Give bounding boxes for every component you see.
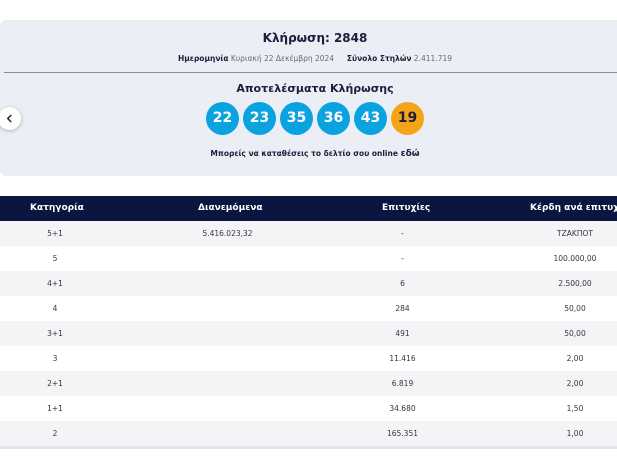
header-winners: Επιτυχίες	[382, 203, 431, 213]
cell-category: 1+1	[47, 404, 63, 413]
cell-category: 3	[52, 354, 58, 363]
previous-draw-button[interactable]	[0, 107, 21, 130]
number-ball: 35	[280, 102, 313, 135]
online-link[interactable]: εδώ	[400, 149, 420, 159]
cell-prize: 100.000,00	[553, 254, 597, 263]
cell-prize: 1,00	[566, 429, 584, 438]
date-value: Κυριακή 22 Δεκέμβρη 2024	[230, 54, 335, 63]
table-row: 3 11.416 2,00	[0, 346, 617, 371]
cell-winners: 284	[395, 304, 410, 313]
bonus-ball: 19	[391, 102, 424, 135]
table-header: Κατηγορία Διανεμόμενα Επιτυχίες Κέρδη αν…	[0, 196, 617, 221]
cell-category: 5	[52, 254, 58, 263]
table-row: 1+1 34.680 1,50	[0, 396, 617, 421]
cell-prize: 1,50	[566, 404, 584, 413]
cell-winners: 6	[400, 279, 405, 288]
chevron-left-icon	[6, 114, 12, 123]
results-title: Αποτελέσματα Κλήρωσης	[236, 82, 394, 95]
cell-distributed: 5.416.023,32	[202, 229, 253, 238]
cell-winners: 6.819	[391, 379, 414, 388]
cell-prize: 2.500,00	[558, 279, 592, 288]
header-category: Κατηγορία	[30, 203, 84, 213]
cell-prize: 50,00	[564, 329, 586, 338]
cell-winners: 165.351	[386, 429, 418, 438]
table-row: 2 165.351 1,00	[0, 421, 617, 446]
cell-distributed	[140, 421, 315, 446]
table-row: 4 284 50,00	[0, 296, 617, 321]
draw-card: Κλήρωση: 2848 Ημερομηνία Κυριακή 22 Δεκέ…	[0, 20, 617, 176]
cell-distributed	[140, 296, 315, 321]
header-distributed: Διανεμόμενα	[198, 203, 263, 213]
date-label: Ημερομηνία	[177, 54, 229, 63]
cell-prize: ΤΖΑΚΠΟΤ	[557, 229, 593, 238]
table-bottom-edge	[0, 446, 617, 449]
cell-winners: 11.416	[389, 354, 416, 363]
draw-title: Κλήρωση: 2848	[262, 31, 368, 45]
cell-prize: 50,00	[564, 304, 586, 313]
online-note: Μπορείς να καταθέσεις το δελτίο σου onli…	[0, 149, 617, 159]
columns-value: 2.411.719	[413, 54, 453, 63]
draw-meta: Ημερομηνία Κυριακή 22 Δεκέμβρη 2024 Σύνο…	[0, 54, 617, 63]
number-ball: 36	[317, 102, 350, 135]
winning-numbers: 22 23 35 36 43 19	[206, 102, 424, 135]
cell-distributed	[140, 246, 315, 271]
cell-distributed	[140, 371, 315, 396]
cell-category: 3+1	[47, 329, 63, 338]
cell-winners: 34.680	[389, 404, 416, 413]
number-ball: 23	[243, 102, 276, 135]
cell-category: 2	[52, 429, 58, 438]
divider	[4, 72, 617, 73]
table-row: 3+1 491 50,00	[0, 321, 617, 346]
cell-category: 4	[52, 304, 58, 313]
cell-winners: -	[401, 254, 404, 263]
table-row: 4+1 6 2.500,00	[0, 271, 617, 296]
cell-distributed	[140, 271, 315, 296]
table-row: 2+1 6.819 2,00	[0, 371, 617, 396]
header-prize: Κέρδη ανά επιτυχία	[530, 203, 617, 213]
number-ball: 43	[354, 102, 387, 135]
online-text: Μπορείς να καταθέσεις το δελτίο σου onli…	[210, 149, 398, 158]
cell-category: 5+1	[47, 229, 63, 238]
table-row: 5 - 100.000,00	[0, 246, 617, 271]
number-ball: 22	[206, 102, 239, 135]
cell-distributed	[140, 346, 315, 371]
cell-winners: 491	[395, 329, 410, 338]
cell-distributed	[140, 396, 315, 421]
columns-label: Σύνολο Στηλών	[346, 54, 412, 63]
cell-distributed	[140, 321, 315, 346]
cell-winners: -	[401, 229, 404, 238]
table-row: 5+1 5.416.023,32 - ΤΖΑΚΠΟΤ	[0, 221, 617, 246]
cell-prize: 2,00	[566, 354, 584, 363]
cell-category: 2+1	[47, 379, 63, 388]
cell-prize: 2,00	[566, 379, 584, 388]
prize-table: Κατηγορία Διανεμόμενα Επιτυχίες Κέρδη αν…	[0, 196, 617, 448]
cell-category: 4+1	[47, 279, 63, 288]
